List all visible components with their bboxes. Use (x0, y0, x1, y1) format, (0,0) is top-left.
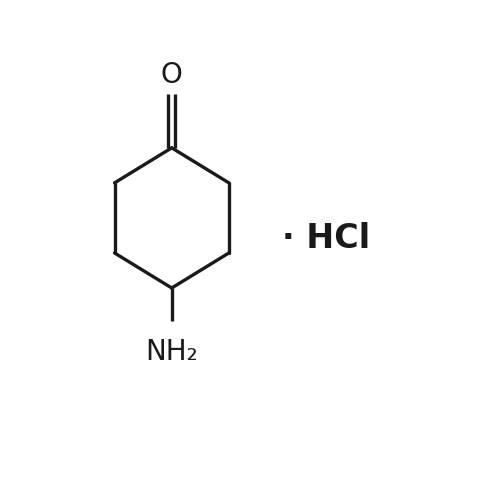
Text: O: O (161, 61, 182, 89)
Text: NH₂: NH₂ (145, 338, 198, 366)
Text: · HCl: · HCl (282, 222, 370, 255)
